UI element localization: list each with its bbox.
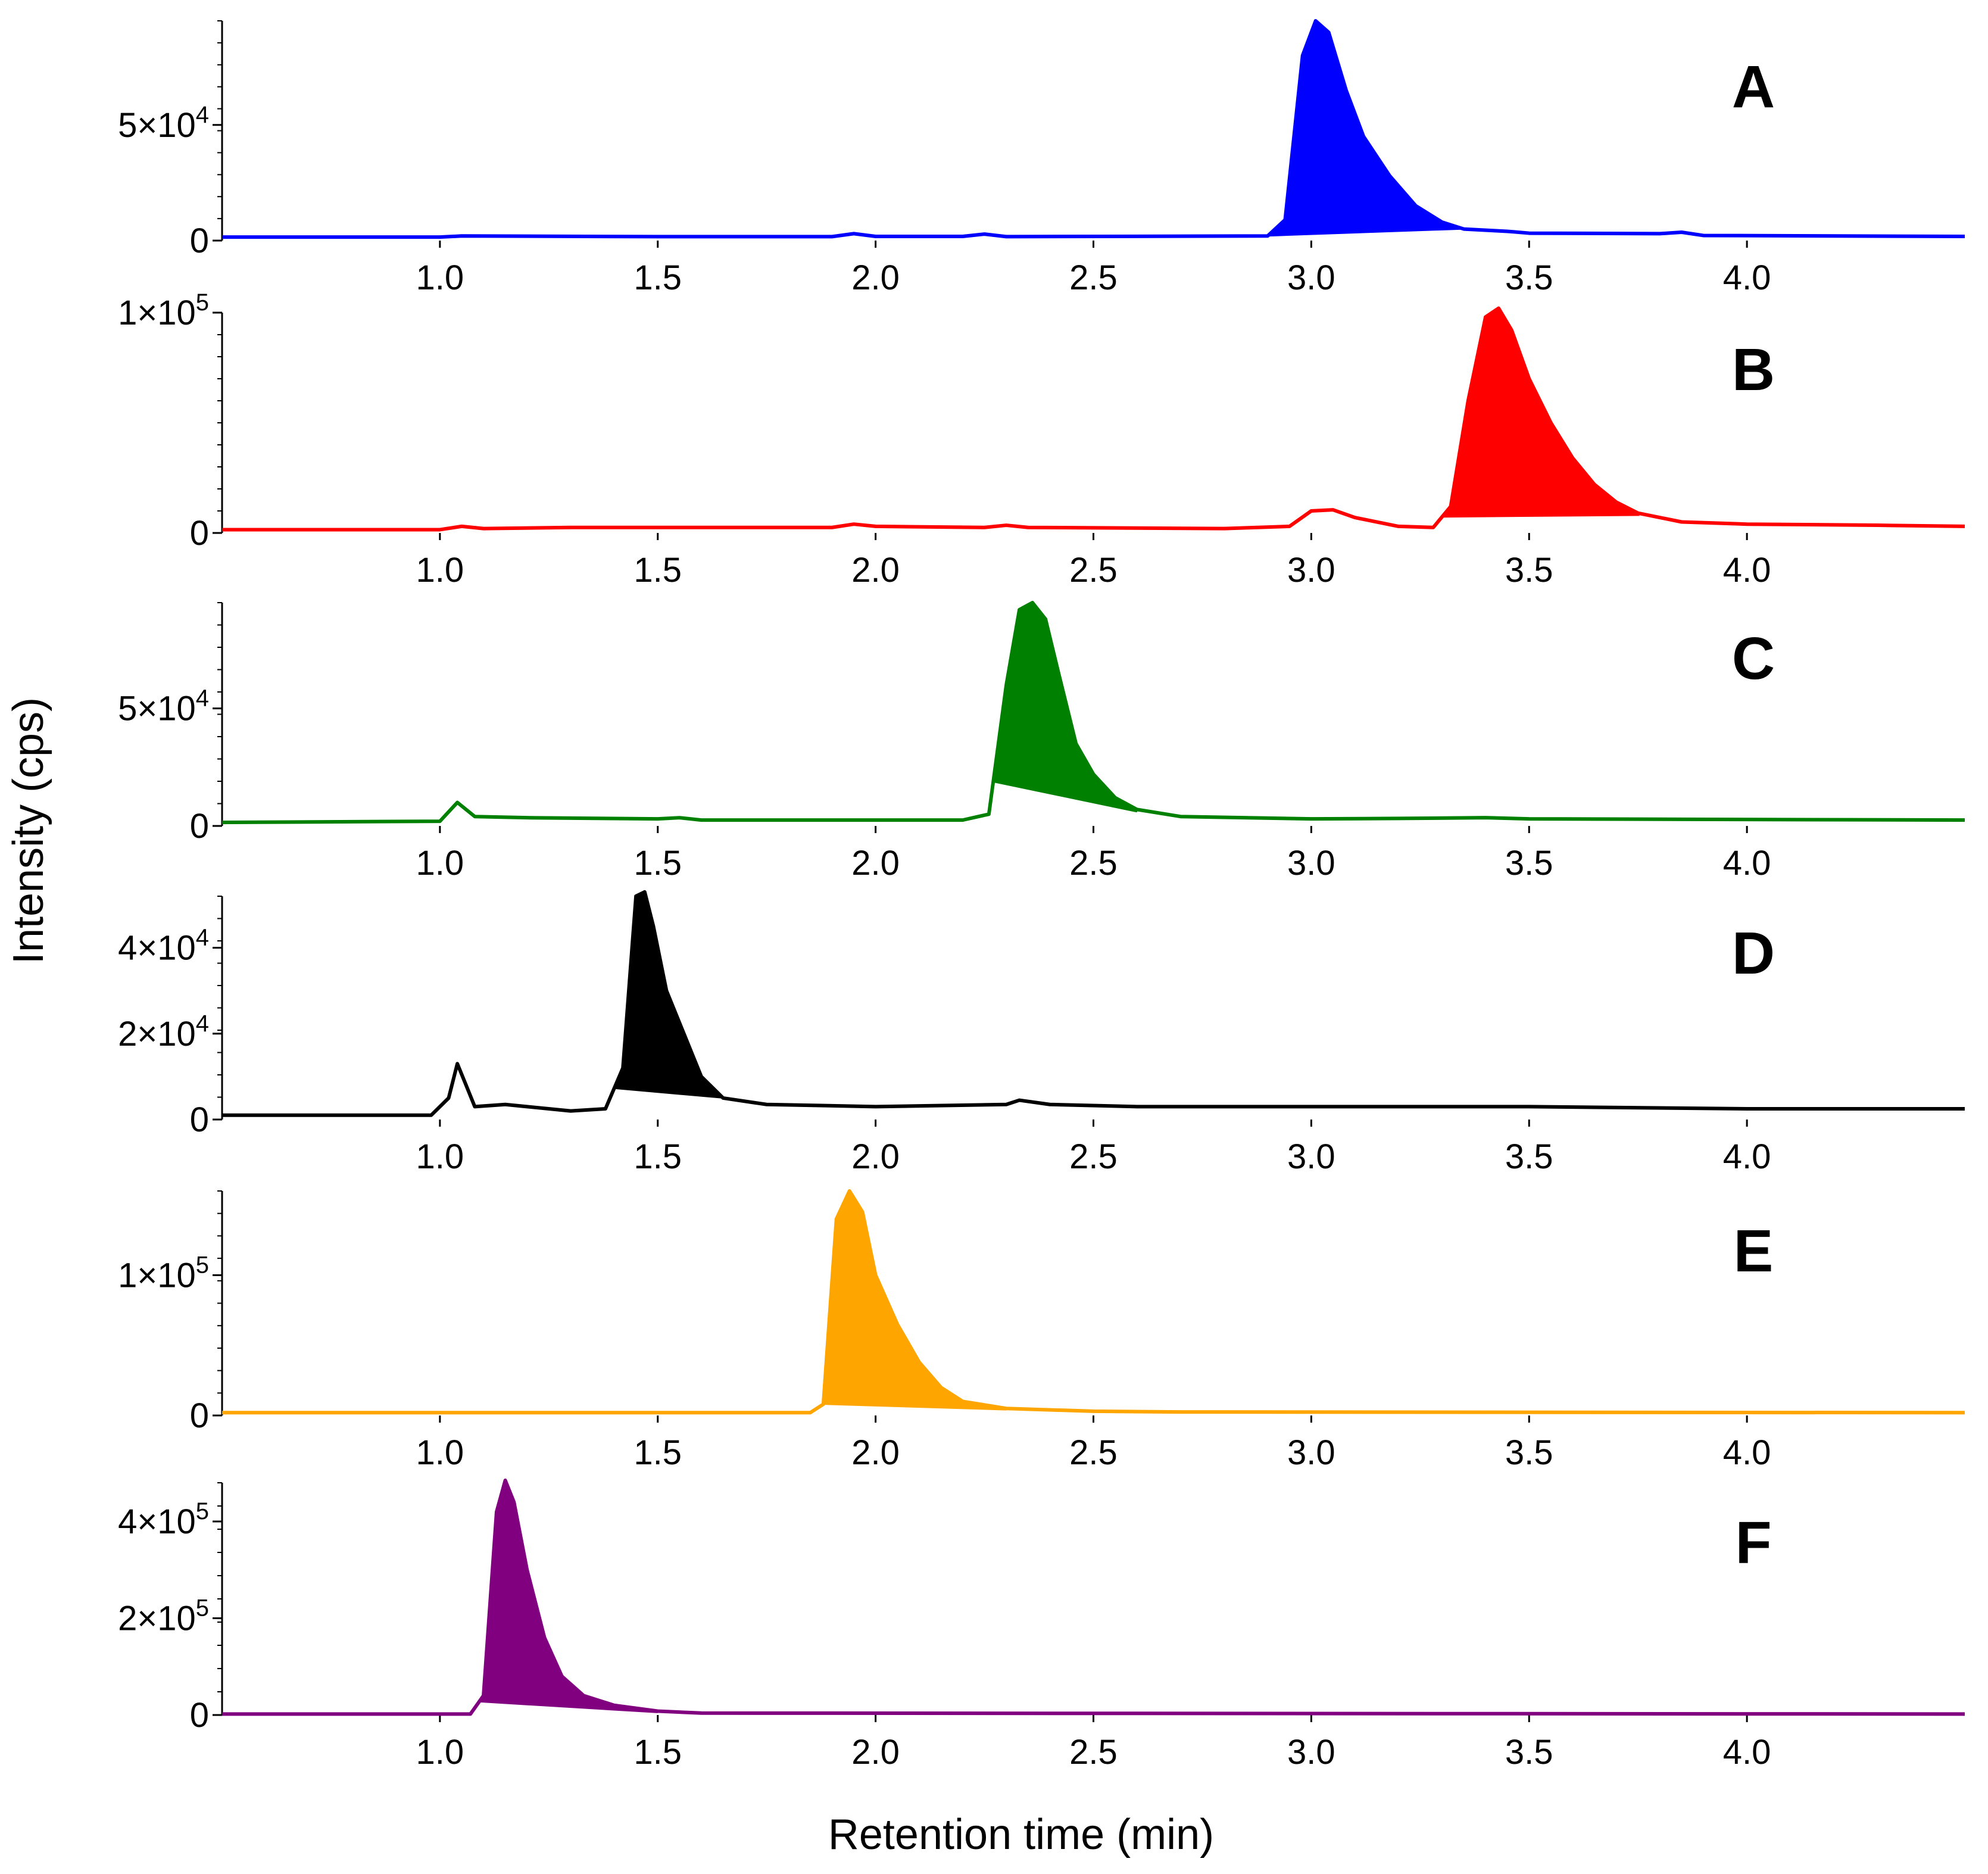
x-tick-label: 3.5 xyxy=(1505,1137,1553,1176)
x-tick-label: 2.5 xyxy=(1069,1733,1118,1772)
x-tick-label: 1.5 xyxy=(633,1733,682,1772)
peak-area xyxy=(1440,307,1640,518)
x-axis-title: Retention time (min) xyxy=(828,1811,1214,1859)
x-tick-label: 2.0 xyxy=(851,258,900,297)
trace-line xyxy=(222,1478,1965,1716)
y-tick-label: 5×104 xyxy=(118,685,209,728)
y-tick-label: 5×104 xyxy=(118,102,209,145)
x-tick-label: 3.5 xyxy=(1505,1433,1553,1472)
trace-line xyxy=(222,19,1965,239)
y-tick-label: 1×105 xyxy=(118,1252,209,1295)
x-tick-label: 1.5 xyxy=(633,551,682,590)
x-tick-label: 3.5 xyxy=(1505,1733,1553,1772)
x-tick-label: 1.5 xyxy=(633,1433,682,1472)
y-tick-label: 0 xyxy=(190,1100,209,1139)
peak-area xyxy=(822,1189,1007,1411)
y-tick-label: 0 xyxy=(190,1396,209,1435)
y-tick-label: 4×104 xyxy=(118,925,209,968)
x-tick-label: 4.0 xyxy=(1723,258,1771,297)
x-tick-label: 2.5 xyxy=(1069,1433,1118,1472)
panel-f: 0 2×105 4×105 1.0 1.5 2.0 2.5 3.0 3.5 4.0 F xyxy=(118,1478,1965,1772)
x-tick-label: 4.0 xyxy=(1723,1733,1771,1772)
peak-area xyxy=(1266,20,1464,237)
y-tick-label: 0 xyxy=(190,514,209,553)
y-tick-label: 0 xyxy=(190,1696,209,1735)
trace-line xyxy=(222,1189,1965,1415)
x-tick-label: 1.0 xyxy=(416,1137,464,1176)
x-tick-label: 3.0 xyxy=(1287,1137,1335,1176)
x-tick-label: 1.5 xyxy=(633,258,682,297)
x-tick-label: 4.0 xyxy=(1723,1137,1771,1176)
x-tick-label: 2.5 xyxy=(1069,258,1118,297)
x-tick-label: 3.0 xyxy=(1287,1733,1335,1772)
y-axis-title: Intensity (cps) xyxy=(5,697,52,964)
x-tick-label: 2.0 xyxy=(851,844,900,883)
panel-label: B xyxy=(1732,336,1775,403)
y-tick-label: 2×105 xyxy=(118,1595,209,1638)
x-tick-label: 2.0 xyxy=(851,1137,900,1176)
x-tick-label: 3.0 xyxy=(1287,258,1335,297)
x-tick-label: 3.0 xyxy=(1287,844,1335,883)
x-tick-label: 2.0 xyxy=(851,1733,900,1772)
x-tick-label: 2.5 xyxy=(1069,844,1118,883)
panel-label: F xyxy=(1735,1510,1771,1576)
panel-label: E xyxy=(1734,1218,1774,1284)
y-tick-label: 4×105 xyxy=(118,1498,209,1541)
x-tick-label: 2.0 xyxy=(851,1433,900,1472)
panel-a: 0 5×104 1.0 1.5 2.0 2.5 3.0 3.5 4.0 A xyxy=(118,19,1965,297)
panel-label: D xyxy=(1732,920,1775,987)
x-tick-label: 4.0 xyxy=(1723,1433,1771,1472)
peak-area xyxy=(478,1478,658,1713)
x-tick-label: 3.5 xyxy=(1505,258,1553,297)
x-tick-label: 4.0 xyxy=(1723,551,1771,590)
x-tick-label: 1.0 xyxy=(416,844,464,883)
trace-line xyxy=(221,601,1965,825)
panel-b: 0 1×105 1.0 1.5 2.0 2.5 3.0 3.5 4.0 B xyxy=(118,289,1965,590)
panel-label: A xyxy=(1732,54,1775,120)
x-tick-label: 2.0 xyxy=(851,551,900,590)
x-tick-label: 2.5 xyxy=(1069,551,1118,590)
x-tick-label: 3.0 xyxy=(1287,551,1335,590)
x-tick-label: 1.5 xyxy=(633,1137,682,1176)
panel-e: 0 1×105 1.0 1.5 2.0 2.5 3.0 3.5 4.0 E xyxy=(118,1189,1965,1472)
x-tick-label: 3.5 xyxy=(1505,551,1553,590)
y-tick-label: 1×105 xyxy=(118,289,209,332)
panel-label: C xyxy=(1732,625,1775,692)
y-tick-label: 0 xyxy=(190,222,209,260)
y-tick-label: 2×104 xyxy=(118,1011,209,1053)
x-tick-label: 2.5 xyxy=(1069,1137,1118,1176)
panel-c: 0 5×104 1.0 1.5 2.0 2.5 3.0 3.5 4.0 C xyxy=(118,601,1965,883)
x-tick-label: 1.0 xyxy=(416,551,464,590)
trace-line xyxy=(222,306,1965,532)
x-tick-label: 1.5 xyxy=(633,844,682,883)
x-tick-label: 1.0 xyxy=(416,1733,464,1772)
x-tick-label: 3.5 xyxy=(1505,844,1553,883)
x-tick-label: 1.0 xyxy=(416,258,464,297)
trace-line xyxy=(222,890,1965,1117)
y-tick-label: 0 xyxy=(190,807,209,846)
x-tick-label: 1.0 xyxy=(416,1433,464,1472)
x-tick-label: 3.0 xyxy=(1287,1433,1335,1472)
x-tick-label: 4.0 xyxy=(1723,844,1771,883)
panel-d: 0 2×104 4×104 1.0 1.5 2.0 2.5 3.0 3.5 4.0 D xyxy=(118,890,1965,1176)
